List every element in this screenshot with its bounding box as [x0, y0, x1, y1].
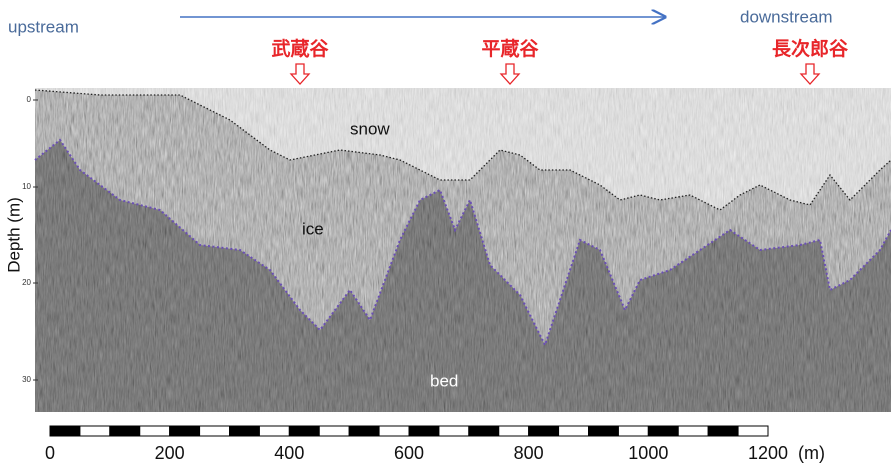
y-axis-label: Depth (m): [4, 197, 23, 273]
scale-segment: [79, 425, 111, 437]
scale-segment: [588, 425, 619, 437]
ice-bed-boundary: [34, 138, 891, 348]
valley-arrow: [799, 63, 821, 85]
valley-label: 長次郎谷: [772, 37, 849, 60]
scale-label: 600: [394, 443, 424, 463]
scale-label: 400: [274, 443, 304, 463]
upstream-label: upstream: [8, 17, 79, 36]
scale-segment: [378, 425, 410, 437]
scale-label: 200: [155, 443, 185, 463]
snow-ice-boundary: [34, 89, 891, 211]
snow-zone: [35, 88, 891, 210]
bed-label: bed: [430, 371, 458, 390]
valley-arrow: [289, 63, 311, 85]
snow-label: snow: [350, 119, 390, 138]
scale-segment: [528, 425, 560, 437]
scale-segment: [199, 425, 230, 437]
depth-tick-label: 20: [22, 278, 31, 287]
scale-segment: [408, 425, 440, 437]
depth-ticks: 0 10 20 30: [22, 95, 38, 384]
scale-label: 1000: [628, 443, 668, 463]
scale-segment: [348, 425, 380, 437]
scale-label: 0: [45, 443, 55, 463]
scale-label: 800: [514, 443, 544, 463]
scale-segment: [288, 425, 320, 437]
ice-label: ice: [302, 219, 324, 238]
scale-segment: [468, 425, 500, 437]
valley-label: 平蔵谷: [481, 38, 539, 60]
scale-segment: [169, 425, 201, 437]
scale-segment: [558, 425, 589, 437]
depth-tick-label: 10: [22, 182, 31, 191]
scale-bar: 0 200 400 600 800 1000 1200 (m): [45, 425, 825, 463]
scale-unit: (m): [798, 443, 825, 463]
depth-tick-label: 30: [22, 375, 31, 384]
scale-segment: [707, 425, 739, 437]
radargram: [34, 88, 891, 412]
scale-label: 1200: [748, 443, 788, 463]
depth-tick-label: 0: [27, 95, 32, 104]
scale-segment: [498, 425, 530, 437]
valley-arrow: [499, 63, 521, 85]
downstream-label: downstream: [740, 7, 833, 26]
scale-segment: [677, 425, 709, 437]
scale-segment: [139, 425, 171, 437]
scale-segment: [438, 425, 470, 437]
scale-segment: [258, 425, 290, 437]
valley-markers: 武蔵谷 平蔵谷 長次郎谷: [271, 37, 849, 85]
scale-segment: [617, 425, 649, 437]
valley-label: 武蔵谷: [271, 38, 329, 60]
bed-zone: [35, 140, 891, 412]
scale-segment: [647, 425, 679, 437]
scale-segment: [318, 425, 350, 437]
scale-segment: [737, 425, 769, 437]
scale-segment: [229, 425, 260, 437]
scale-segment: [109, 425, 141, 437]
scale-segment: [49, 425, 81, 437]
